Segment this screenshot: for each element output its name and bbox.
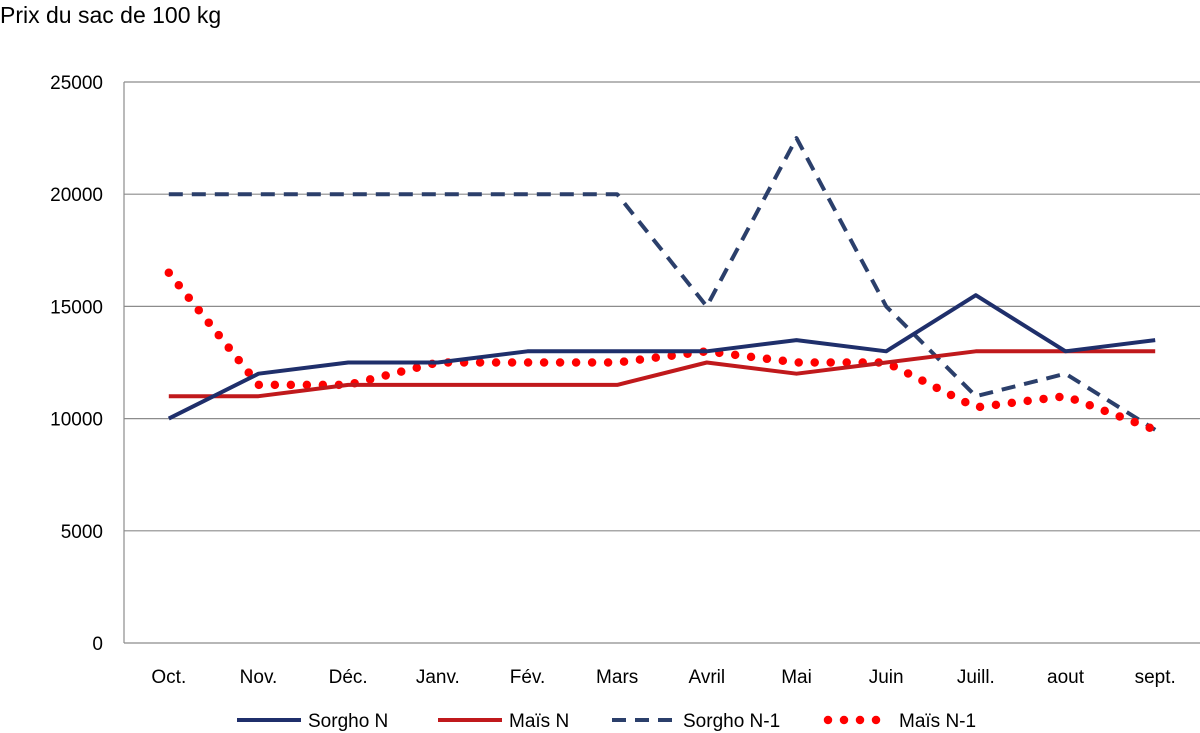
y-tick-label: 25000 xyxy=(50,73,103,94)
y-tick-label: 10000 xyxy=(50,410,103,431)
x-tick-label: Mars xyxy=(596,667,638,688)
x-tick-label: Janv. xyxy=(416,667,460,688)
x-tick-label: Oct. xyxy=(151,667,186,688)
y-tick-labels: 0 5000 10000 15000 20000 25000 xyxy=(50,73,103,655)
series-line-sorgho-n xyxy=(167,293,1156,421)
legend-label-sorgho-n: Sorgho N xyxy=(308,711,388,732)
legend-label-mais-n: Maïs N xyxy=(509,711,569,732)
x-tick-label: Avril xyxy=(689,667,726,688)
legend-label-sorgho-n-1: Sorgho N-1 xyxy=(683,711,780,732)
series-line-mais-n xyxy=(168,349,1156,399)
y-tick-label: 20000 xyxy=(50,185,103,206)
x-tick-label: aout xyxy=(1047,667,1085,688)
axes xyxy=(123,82,1200,644)
series-lines xyxy=(164,136,1160,435)
y-tick-label: 5000 xyxy=(61,522,103,543)
y-axis-title: Prix du sac de 100 kg xyxy=(0,2,222,28)
x-tick-label: Fév. xyxy=(510,667,546,688)
y-tick-label: 0 xyxy=(92,634,103,655)
x-tick-label: sept. xyxy=(1135,667,1176,688)
series-line-sorgho-n-1 xyxy=(168,136,1157,432)
gridlines xyxy=(124,81,1200,532)
x-tick-label: Juin xyxy=(869,667,904,688)
x-tick-label: Juill. xyxy=(957,667,995,688)
legend-label-mais-n-1: Maïs N-1 xyxy=(899,711,976,732)
x-tick-label: Déc. xyxy=(329,667,368,688)
x-tick-labels: Oct. Nov. Déc. Janv. Fév. Mars Avril Mai Juin Jui… xyxy=(151,667,1175,688)
x-tick-label: Nov. xyxy=(240,667,278,688)
legend: Sorgho N Maïs N Sorgho N-1 Maïs N-1 xyxy=(237,711,976,732)
y-tick-label: 15000 xyxy=(50,297,103,318)
x-tick-label: Mai xyxy=(781,667,812,688)
